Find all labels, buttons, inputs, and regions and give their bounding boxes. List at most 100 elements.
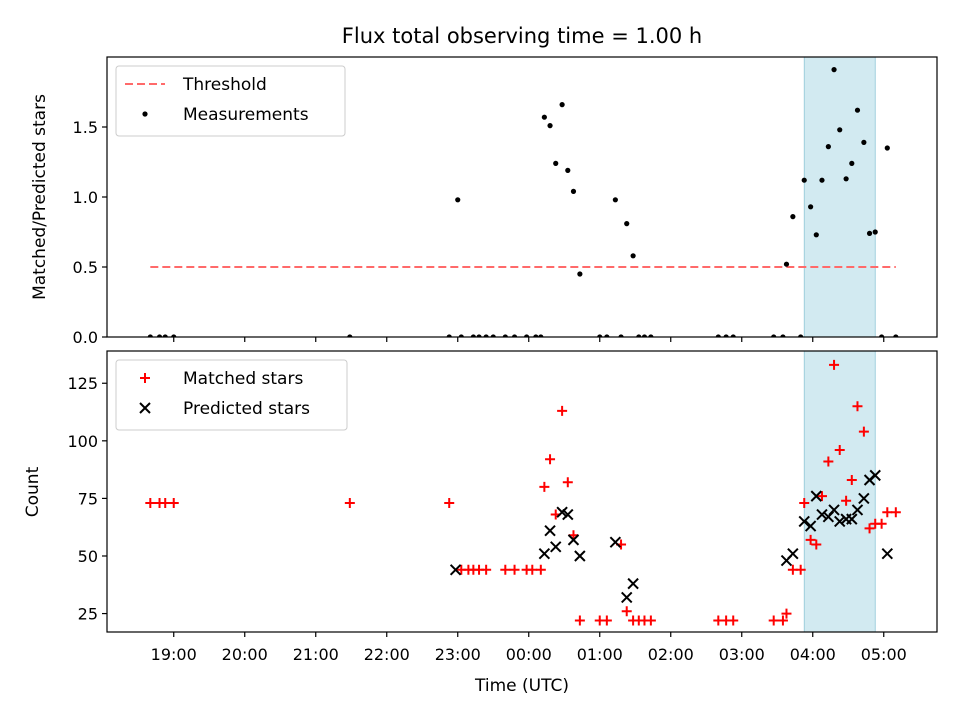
- data-point: [344, 498, 355, 509]
- y-tick-label: 1.5: [73, 118, 98, 137]
- x-tick-label: 02:00: [648, 645, 694, 664]
- data-point: [728, 615, 739, 626]
- data-point: [811, 539, 822, 550]
- data-point: [541, 114, 547, 120]
- legend-label: Predicted stars: [183, 399, 310, 419]
- data-point: [790, 214, 796, 220]
- data-point: [828, 504, 840, 516]
- x-tick-label: 20:00: [222, 645, 268, 664]
- data-point: [881, 547, 894, 560]
- data-point: [879, 334, 885, 337]
- data-point: [557, 405, 568, 416]
- data-point: [570, 188, 577, 194]
- series-predicted-stars: [449, 469, 894, 604]
- data-point: [476, 334, 482, 337]
- data-point: [446, 334, 452, 337]
- data-point: [866, 230, 873, 236]
- data-point: [851, 504, 864, 516]
- y-tick-label: 25: [78, 605, 98, 624]
- chart-title: Flux total observing time = 1.00 h: [342, 24, 702, 48]
- data-point: [884, 145, 890, 151]
- data-point: [511, 334, 518, 337]
- data-point: [808, 204, 814, 210]
- legend: Threshold Measurements: [115, 65, 346, 137]
- data-point: [636, 334, 642, 337]
- data-point: [509, 564, 520, 575]
- x-tick-label: 00:00: [506, 645, 552, 664]
- data-point: [627, 577, 639, 590]
- data-point: [544, 524, 556, 537]
- data-point: [621, 591, 633, 604]
- data-point: [798, 334, 804, 337]
- legend-label: Threshold: [182, 75, 267, 95]
- data-point: [562, 477, 573, 488]
- x-tick-label: 23:00: [435, 645, 481, 664]
- data-point: [852, 401, 863, 412]
- data-point: [846, 513, 858, 525]
- x-tick-label: 05:00: [861, 645, 907, 664]
- data-point: [449, 564, 462, 576]
- data-point: [147, 334, 153, 337]
- x-axis-label: Time (UTC): [474, 676, 569, 696]
- data-point: [347, 334, 353, 337]
- data-point: [858, 426, 869, 437]
- data-point: [547, 123, 553, 129]
- data-point: [601, 615, 612, 626]
- data-point: [527, 564, 538, 575]
- data-point: [597, 334, 603, 337]
- y-tick-label: 125: [67, 374, 98, 393]
- plot-frame: [106, 350, 938, 633]
- data-point: [550, 541, 562, 553]
- data-point: [781, 608, 792, 619]
- data-point: [481, 564, 492, 575]
- data-point: [829, 359, 840, 370]
- data-point: [798, 515, 810, 528]
- data-point: [805, 534, 816, 545]
- data-point: [837, 127, 843, 133]
- data-point: [160, 498, 171, 509]
- y-tick-label: 0.5: [73, 258, 98, 277]
- series-matched-stars: [145, 359, 901, 626]
- data-point: [553, 160, 559, 166]
- data-point: [145, 498, 156, 509]
- data-point: [624, 221, 630, 227]
- data-point: [545, 454, 556, 465]
- legend-marker-matched: [140, 373, 150, 383]
- data-point: [648, 334, 654, 337]
- data-point: [864, 523, 875, 534]
- data-point: [533, 334, 539, 337]
- data-point: [171, 334, 177, 337]
- y-tick-label: 1.0: [73, 188, 98, 207]
- data-point: [787, 547, 799, 560]
- data-point: [500, 564, 511, 575]
- data-point: [470, 334, 476, 337]
- data-point: [502, 334, 508, 337]
- y-tick-label: 50: [78, 547, 98, 566]
- data-point: [574, 550, 586, 562]
- data-point: [810, 490, 823, 502]
- data-point: [834, 445, 845, 456]
- top-y-axis-label: Matched/Predicted stars: [30, 94, 50, 300]
- data-point: [539, 481, 550, 492]
- data-point: [795, 564, 806, 575]
- data-point: [524, 334, 530, 337]
- legend-label: Matched stars: [183, 369, 303, 389]
- data-point: [168, 498, 179, 509]
- data-point: [890, 507, 901, 518]
- legend-label: Measurements: [183, 105, 309, 125]
- data-point: [156, 334, 163, 337]
- data-point: [872, 229, 878, 235]
- data-point: [823, 456, 834, 467]
- data-point: [458, 334, 464, 337]
- y-tick-label: 75: [78, 489, 98, 508]
- legend-marker-measurements: [142, 111, 148, 117]
- observing-window-span: [803, 350, 876, 633]
- data-point: [882, 507, 893, 518]
- data-point: [559, 102, 565, 108]
- data-point: [783, 261, 790, 267]
- plot-marks: [145, 359, 901, 626]
- x-tick-label: 21:00: [293, 645, 339, 664]
- data-point: [609, 536, 622, 548]
- data-point: [854, 107, 861, 113]
- data-point: [841, 495, 852, 506]
